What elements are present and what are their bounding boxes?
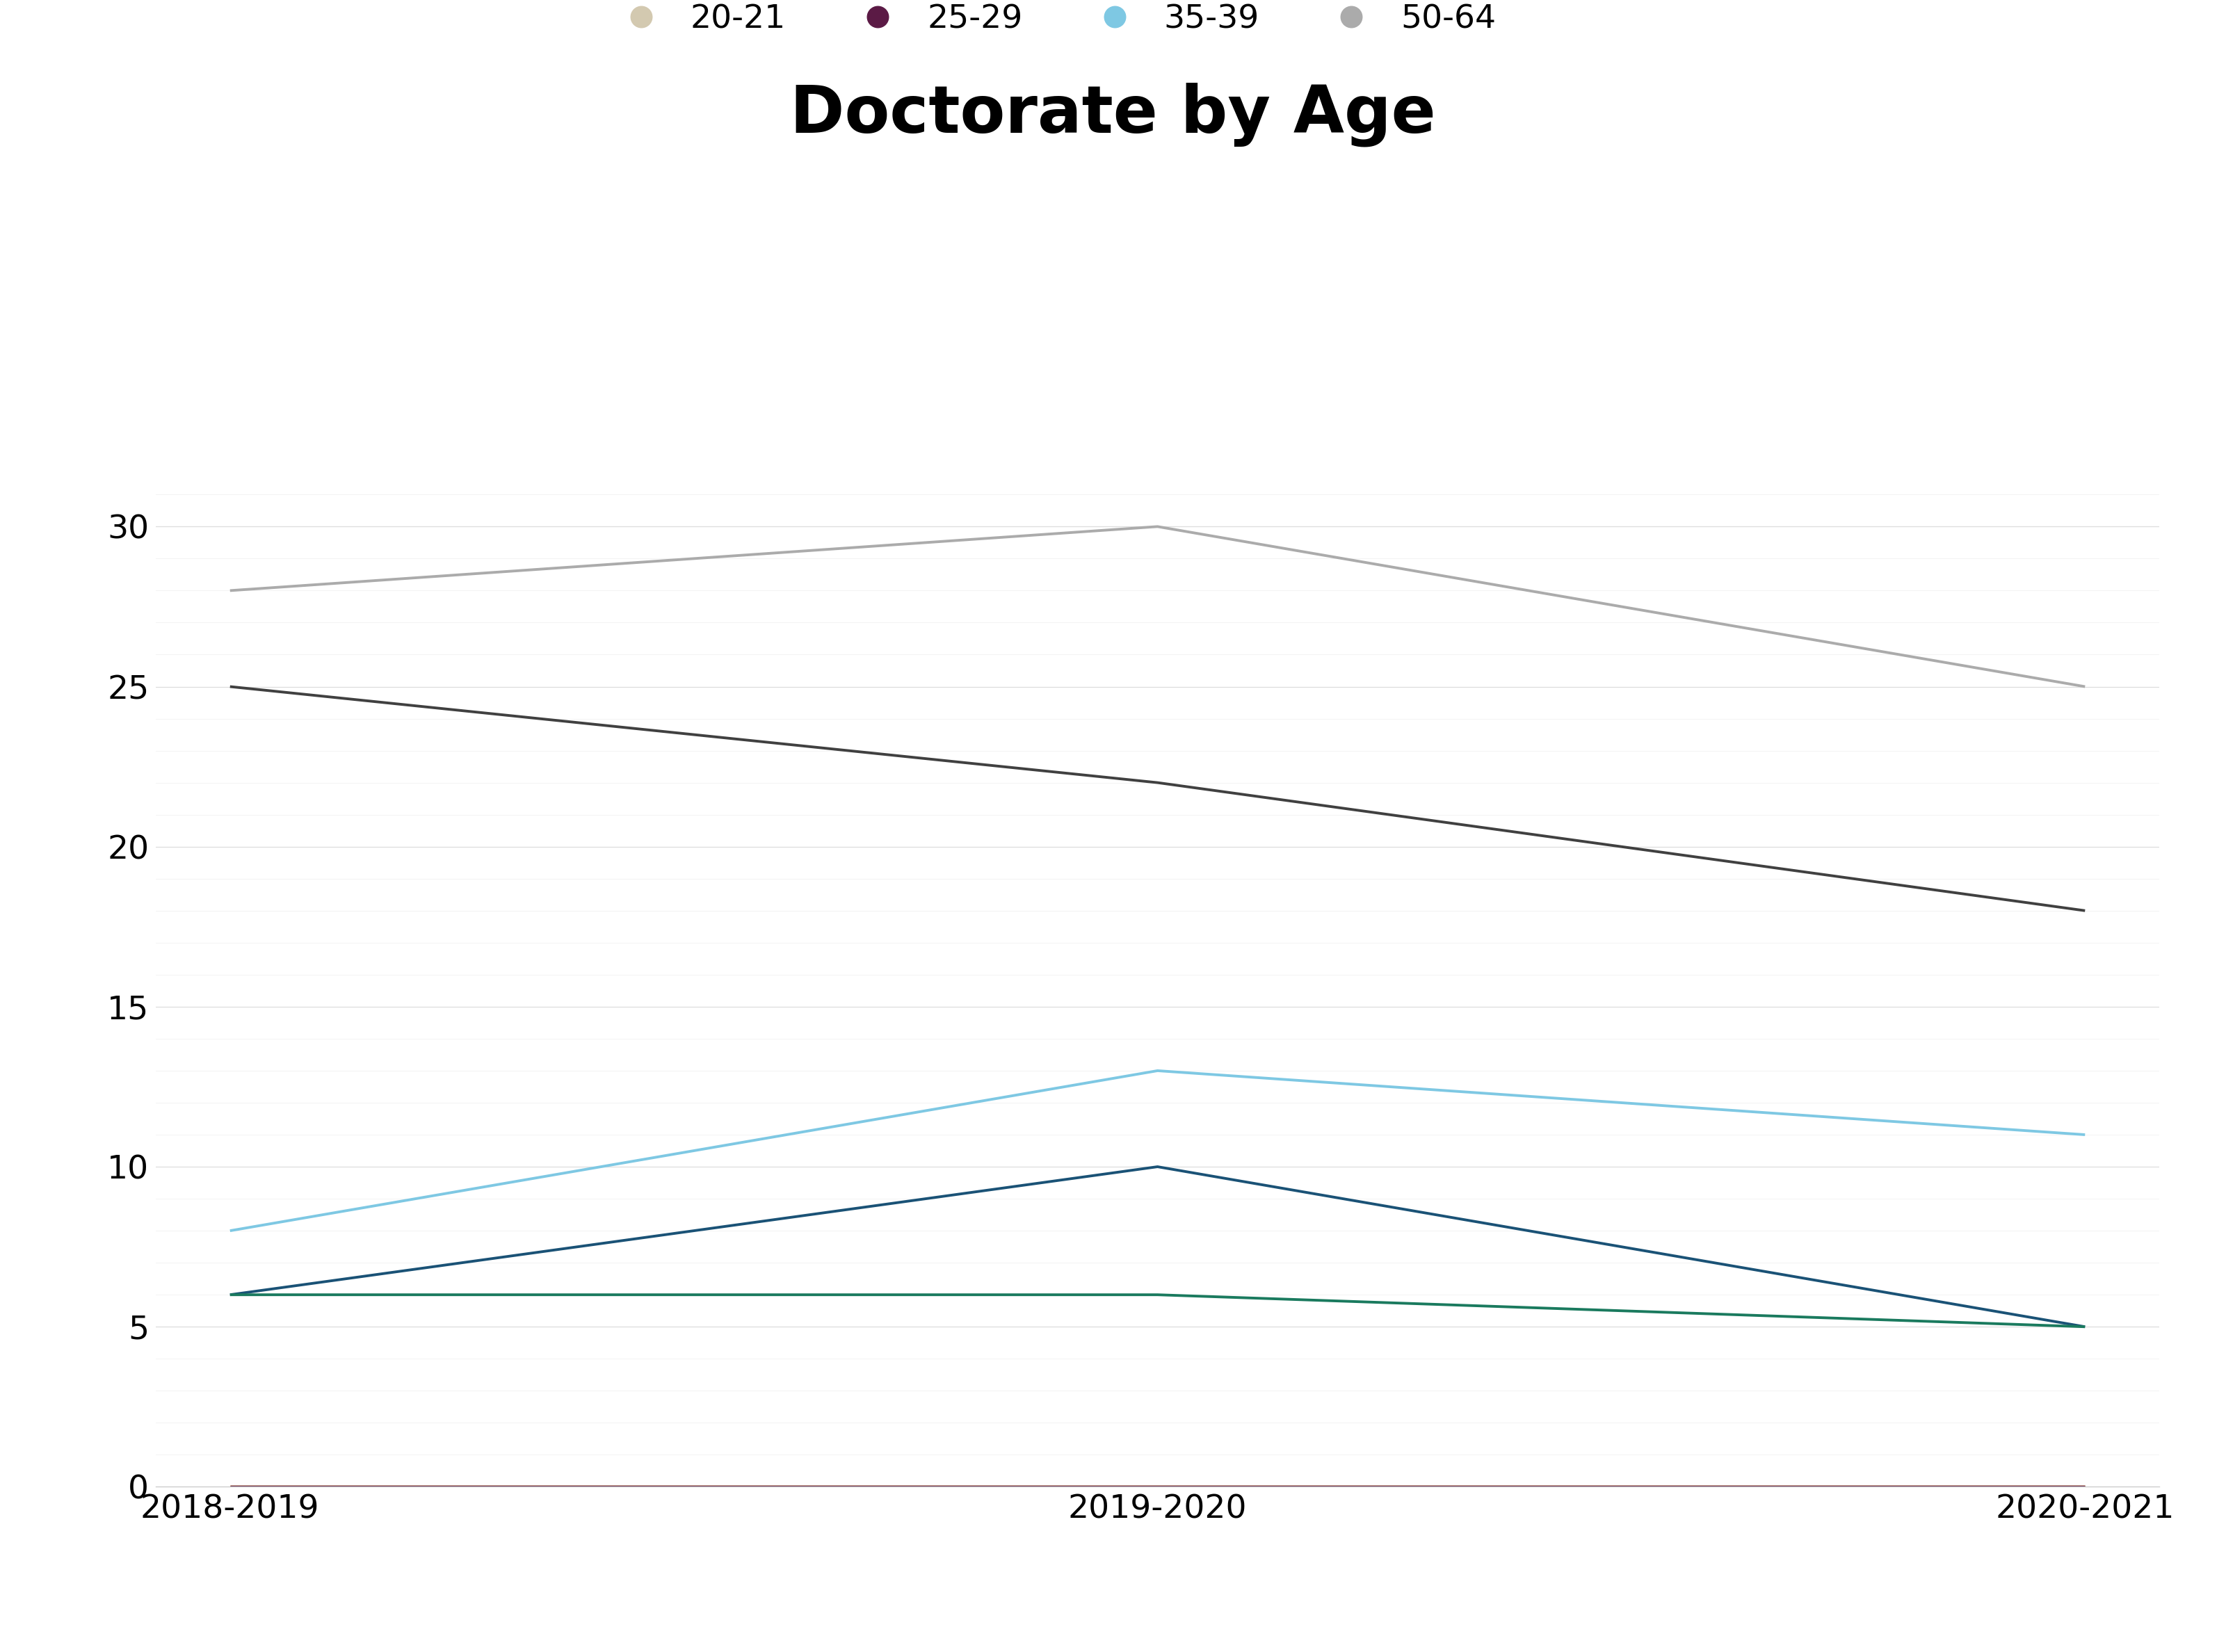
Legend: 18-19, 20-21, 22-24, 25-29, 30-34, 35-39, 40-49, 50-64, 65+: 18-19, 20-21, 22-24, 25-29, 30-34, 35-39… <box>608 0 1707 35</box>
Text: Doctorate by Age: Doctorate by Age <box>790 83 1436 147</box>
